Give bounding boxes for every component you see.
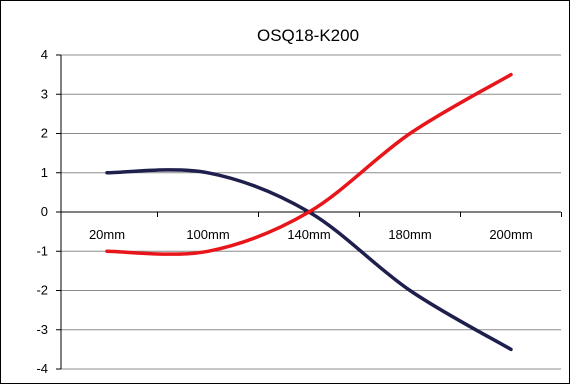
gridlines — [61, 54, 561, 370]
y-tick-label: -1 — [36, 243, 48, 258]
series-line-1 — [105, 168, 513, 352]
y-tick-label: -4 — [36, 361, 48, 376]
series-lines — [105, 72, 513, 352]
y-tick-label: -3 — [36, 322, 48, 337]
x-tick-label: 180mm — [388, 227, 431, 242]
y-tick-labels: 4 3 2 1 0 -1 -2 -3 -4 — [36, 47, 48, 376]
y-tick-label: 4 — [41, 47, 48, 62]
y-tick-label: 3 — [41, 86, 48, 101]
y-tick-label: 2 — [41, 126, 48, 141]
x-tick-labels: 20mm 100mm 140mm 180mm 200mm — [89, 227, 533, 242]
y-tick-label: 0 — [41, 204, 48, 219]
x-tick-label: 20mm — [89, 227, 125, 242]
y-tick-label: -2 — [36, 283, 48, 298]
chart-title: OSQ18-K200 — [257, 26, 359, 45]
axes — [56, 54, 562, 370]
x-tick-label: 100mm — [186, 227, 229, 242]
x-tick-label: 140mm — [287, 227, 330, 242]
series-line-2 — [105, 72, 513, 256]
y-tick-label: 1 — [41, 165, 48, 180]
x-tick-label: 200mm — [489, 227, 532, 242]
